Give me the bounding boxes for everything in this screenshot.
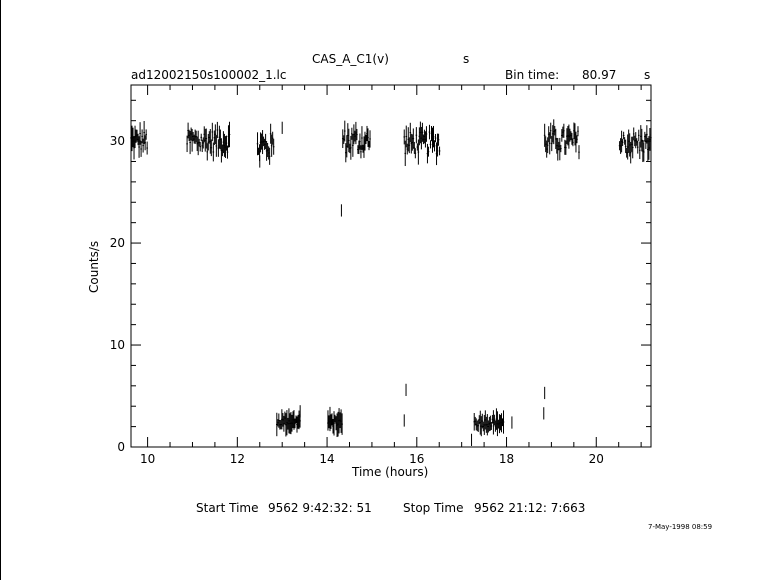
segment-7: [473, 408, 504, 436]
start-time-label: Start Time: [196, 501, 259, 515]
x-tick-label: 16: [409, 452, 424, 466]
x-tick-label: 14: [319, 452, 334, 466]
segment-9: [619, 125, 652, 163]
y-tick-label: 30: [110, 134, 125, 148]
y-tick-label: 20: [110, 236, 125, 250]
y-tick-label: 0: [117, 440, 125, 454]
y-tick-label: 10: [110, 338, 125, 352]
axis-tick-labels: 10 12 14 16 18 20 0 10 20 30: [110, 134, 604, 466]
data-marks: [130, 119, 651, 446]
stop-time-label: Stop Time: [403, 501, 463, 515]
x-tick-label: 20: [589, 452, 604, 466]
stop-time-value: 9562 21:12: 7:663: [474, 501, 585, 515]
segment-4: [327, 407, 343, 437]
segment-0: [130, 121, 148, 159]
segment-3: [276, 408, 301, 436]
bin-time-value: 80.97: [582, 68, 616, 82]
y-axis-label: Counts/s: [87, 241, 101, 293]
bin-time-label: Bin time:: [505, 68, 559, 82]
plot-timestamp: 7-May-1998 08:59: [648, 523, 712, 531]
segment-1: [186, 122, 230, 163]
bin-time-unit: s: [644, 68, 650, 82]
start-time-value: 9562 9:42:32: 51: [268, 501, 372, 515]
segment-6: [403, 122, 440, 166]
segment-8: [544, 119, 580, 160]
x-axis-label: Time (hours): [351, 465, 428, 479]
x-tick-label: 10: [140, 452, 155, 466]
segment-5: [342, 121, 371, 163]
file-name-label: ad12002150s100002_1.lc: [131, 68, 287, 82]
x-tick-label: 18: [499, 452, 514, 466]
x-tick-label: 12: [230, 452, 245, 466]
chart-title: CAS_A_C1(v): [312, 52, 389, 66]
chart-title-unit: s: [463, 52, 469, 66]
